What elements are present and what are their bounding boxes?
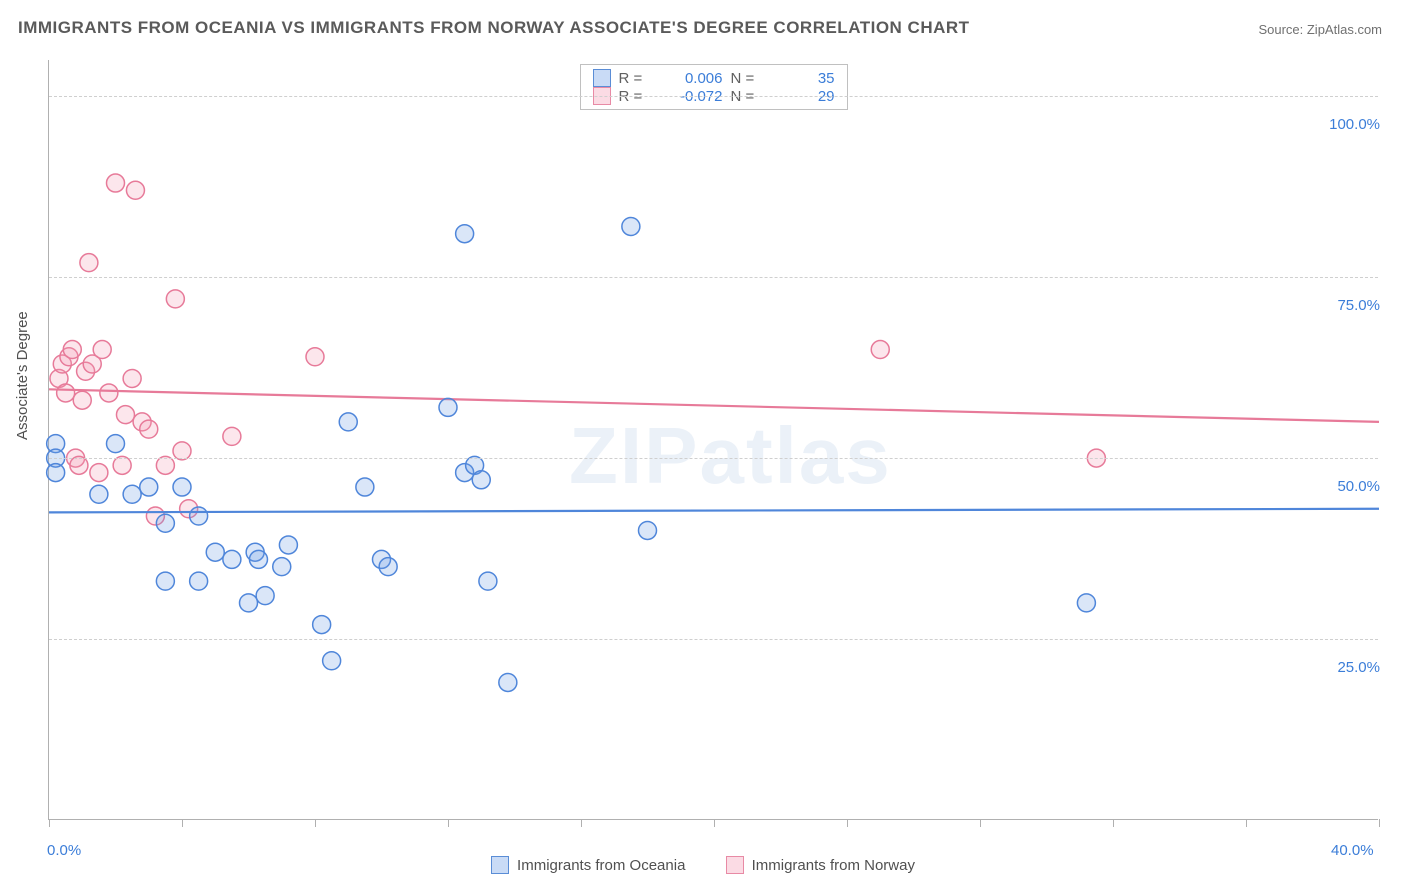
x-tick [49,819,50,827]
data-point [57,384,75,402]
data-point [126,181,144,199]
data-point [173,478,191,496]
gridline [49,458,1378,459]
legend-row-oceania: R = 0.006 N = 35 [593,69,835,87]
scatter-svg [49,60,1378,819]
y-tick-label: 75.0% [1337,297,1380,314]
data-point [156,572,174,590]
swatch-norway-icon [726,856,744,874]
data-point [116,406,134,424]
data-point [206,543,224,561]
data-point [1077,594,1095,612]
data-point [90,485,108,503]
data-point [107,435,125,453]
x-tick [1113,819,1114,827]
data-point [256,587,274,605]
data-point [123,369,141,387]
data-point [456,225,474,243]
x-tick [1379,819,1380,827]
data-point [123,485,141,503]
data-point [273,558,291,576]
data-point [90,464,108,482]
x-tick [315,819,316,827]
data-point [140,478,158,496]
data-point [73,391,91,409]
swatch-oceania [593,69,611,87]
y-tick-label: 100.0% [1329,116,1380,133]
x-tick [980,819,981,827]
series-legend: Immigrants from Oceania Immigrants from … [0,856,1406,878]
plot-area: ZIPatlas R = 0.006 N = 35 R = -0.072 N =… [48,60,1378,820]
data-point [249,550,267,568]
data-point [379,558,397,576]
x-tick [714,819,715,827]
data-point [107,174,125,192]
r-label: R = [619,70,653,87]
data-point [639,521,657,539]
trend-line [49,509,1379,513]
data-point [439,398,457,416]
data-point [47,464,65,482]
data-point [306,348,324,366]
data-point [313,616,331,634]
data-point [871,341,889,359]
x-tick [847,819,848,827]
r-value-oceania: 0.006 [661,70,723,87]
data-point [166,290,184,308]
y-tick-label: 25.0% [1337,659,1380,676]
gridline [49,277,1378,278]
n-value-oceania: 35 [773,70,835,87]
y-tick-label: 50.0% [1337,478,1380,495]
data-point [140,420,158,438]
x-tick [448,819,449,827]
x-tick [1246,819,1247,827]
data-point [240,594,258,612]
data-point [622,217,640,235]
chart-title: IMMIGRANTS FROM OCEANIA VS IMMIGRANTS FR… [18,18,970,38]
gridline [49,639,1378,640]
n-label: N = [731,70,765,87]
legend-label-oceania: Immigrants from Oceania [517,857,685,874]
data-point [190,572,208,590]
data-point [63,341,81,359]
legend-item-oceania: Immigrants from Oceania [491,856,685,874]
correlation-legend: R = 0.006 N = 35 R = -0.072 N = 29 [580,64,848,110]
x-tick [182,819,183,827]
source-attribution: Source: ZipAtlas.com [1258,22,1382,37]
data-point [472,471,490,489]
data-point [100,384,118,402]
legend-item-norway: Immigrants from Norway [726,856,915,874]
legend-label-norway: Immigrants from Norway [752,857,915,874]
data-point [223,427,241,445]
data-point [499,673,517,691]
data-point [339,413,357,431]
data-point [223,550,241,568]
x-tick [581,819,582,827]
data-point [80,254,98,272]
data-point [93,341,111,359]
y-axis-label: Associate's Degree [14,311,31,440]
gridline [49,96,1378,97]
data-point [479,572,497,590]
data-point [190,507,208,525]
data-point [323,652,341,670]
data-point [156,514,174,532]
swatch-oceania-icon [491,856,509,874]
data-point [356,478,374,496]
trend-line [49,389,1379,422]
data-point [279,536,297,554]
